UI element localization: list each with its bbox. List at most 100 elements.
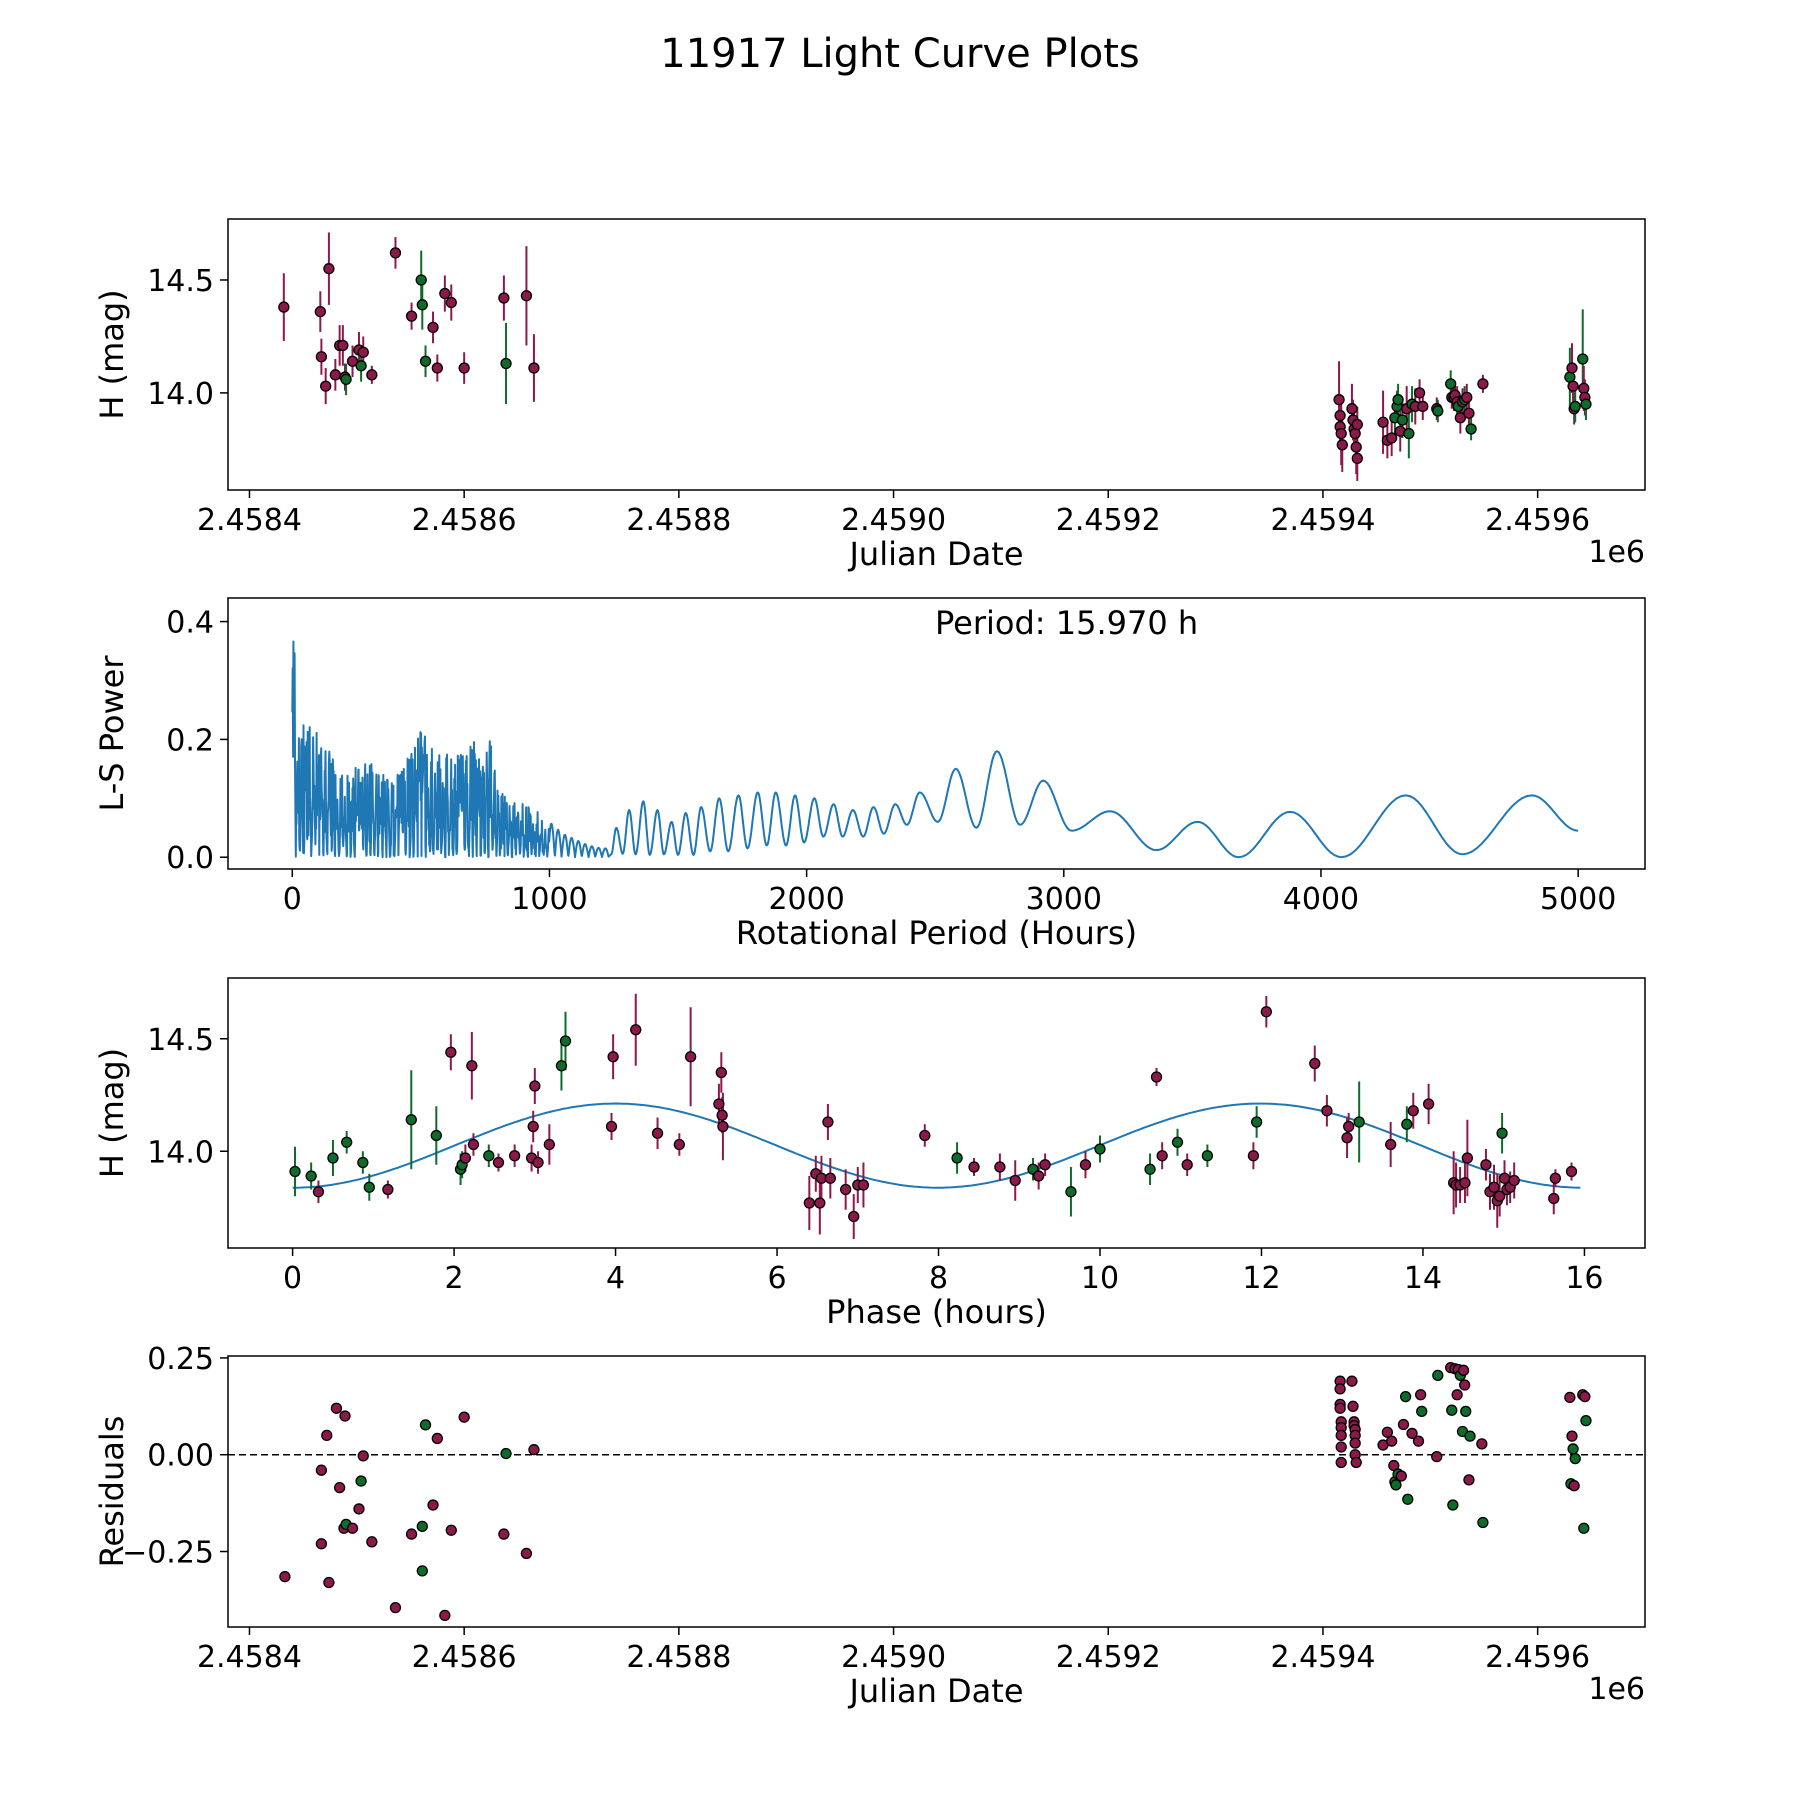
residuals-point bbox=[279, 1571, 291, 1583]
phased-ylabel: H (mag) bbox=[93, 1048, 131, 1178]
lightcurve-point bbox=[1351, 452, 1363, 465]
phased-point bbox=[430, 1129, 442, 1142]
lightcurve-point bbox=[1465, 423, 1477, 435]
periodogram-xtick-label: 0 bbox=[283, 882, 302, 917]
residuals-point bbox=[1412, 1435, 1425, 1447]
residuals-point bbox=[416, 1520, 428, 1532]
residuals-point bbox=[1464, 1430, 1476, 1442]
phased-point bbox=[1247, 1150, 1260, 1162]
periodogram-xlabel: Rotational Period (Hours) bbox=[736, 914, 1137, 952]
lightcurve-point bbox=[1351, 418, 1363, 431]
residuals-point bbox=[1451, 1389, 1463, 1401]
lightcurve-point bbox=[340, 373, 352, 385]
periodogram-xtick-label: 4000 bbox=[1283, 882, 1359, 917]
residuals-point bbox=[1350, 1456, 1362, 1469]
residuals-panel: Julian Date Residuals 1e6 2.4584 2.4586 2.… bbox=[93, 1342, 1646, 1710]
lightcurve-point bbox=[528, 362, 540, 374]
phased-point bbox=[492, 1156, 505, 1169]
phased-point bbox=[951, 1152, 963, 1164]
phased-point bbox=[382, 1183, 394, 1196]
residuals-point bbox=[389, 1601, 402, 1614]
lightcurve-frame bbox=[227, 218, 1646, 491]
residuals-ylabel: Residuals bbox=[93, 1416, 131, 1568]
residuals-xtick-label: 2.4586 bbox=[412, 1640, 517, 1675]
phased-point bbox=[1494, 1190, 1506, 1202]
residuals-xtick-label: 2.4590 bbox=[841, 1640, 946, 1675]
lightcurve-point bbox=[439, 287, 451, 300]
phased-point bbox=[968, 1161, 980, 1173]
periodogram-ylabel: L-S Power bbox=[93, 655, 131, 812]
periodogram-ytick-label: 0.4 bbox=[166, 606, 214, 641]
residuals-point bbox=[1416, 1405, 1428, 1418]
phased-point bbox=[1309, 1057, 1321, 1070]
lightcurve-point bbox=[1403, 427, 1415, 440]
periodogram-xtick-label: 2000 bbox=[768, 882, 844, 917]
phased-point bbox=[363, 1181, 375, 1193]
phased-xtick-label: 8 bbox=[929, 1261, 948, 1296]
phased-point bbox=[1407, 1105, 1419, 1117]
lightcurve-point bbox=[314, 305, 326, 318]
residuals-point bbox=[1431, 1451, 1443, 1463]
phased-point bbox=[459, 1152, 472, 1164]
phased-point bbox=[1461, 1152, 1474, 1164]
phased-xtick-label: 12 bbox=[1242, 1261, 1280, 1296]
phased-point bbox=[1496, 1127, 1508, 1139]
phased-point bbox=[1094, 1143, 1106, 1155]
phased-point bbox=[1565, 1165, 1578, 1178]
residuals-point bbox=[1567, 1443, 1579, 1455]
periodogram-ytick-label: 0.0 bbox=[166, 841, 214, 876]
residuals-point bbox=[1397, 1418, 1410, 1431]
phased-xtick-label: 14 bbox=[1404, 1261, 1442, 1296]
lightcurve-point bbox=[520, 290, 533, 302]
lightcurve-point bbox=[1413, 387, 1426, 399]
phased-point bbox=[1480, 1159, 1492, 1171]
residuals-point bbox=[1335, 1456, 1347, 1469]
residuals-xtick-label: 2.4594 bbox=[1270, 1640, 1375, 1675]
phased-xtick-label: 16 bbox=[1565, 1261, 1603, 1296]
lightcurve-point bbox=[1334, 409, 1346, 422]
lightcurve-point bbox=[366, 369, 378, 381]
lightcurve-point bbox=[1463, 407, 1475, 419]
phased-point bbox=[289, 1165, 301, 1178]
phased-point bbox=[1039, 1159, 1051, 1171]
lightcurve-xtick-label: 2.4594 bbox=[1270, 503, 1375, 538]
lightcurve-point bbox=[329, 369, 341, 381]
phased-xtick-label: 10 bbox=[1081, 1261, 1119, 1296]
phased-frame bbox=[227, 977, 1646, 1249]
lightcurve-point bbox=[445, 296, 457, 309]
periodogram-ytick-label: 0.2 bbox=[166, 723, 214, 758]
residuals-xtick-label: 2.4596 bbox=[1485, 1640, 1590, 1675]
phased-point bbox=[445, 1046, 457, 1058]
phased-point bbox=[527, 1120, 539, 1133]
phased-point bbox=[357, 1156, 369, 1169]
lightcurve-offset-label: 1e6 bbox=[1588, 535, 1645, 570]
residuals-point bbox=[1459, 1379, 1471, 1391]
phased-point bbox=[341, 1136, 353, 1148]
periodogram-panel: Rotational Period (Hours) L-S Power Peri… bbox=[93, 597, 1646, 952]
residuals-point bbox=[1381, 1426, 1394, 1438]
residuals-point bbox=[323, 1576, 335, 1589]
lightcurve-point bbox=[500, 357, 512, 370]
residuals-point bbox=[445, 1524, 457, 1536]
phased-point bbox=[555, 1060, 568, 1072]
phased-point bbox=[717, 1120, 729, 1133]
lightcurve-point bbox=[1335, 427, 1347, 440]
residuals-offset-label: 1e6 bbox=[1588, 1672, 1645, 1707]
lightcurve-xtick-label: 2.4586 bbox=[412, 503, 517, 538]
residuals-point bbox=[1460, 1405, 1472, 1418]
residuals-ytick-label: −0.25 bbox=[122, 1536, 214, 1571]
lightcurve-point bbox=[357, 346, 369, 358]
phased-point bbox=[1171, 1136, 1184, 1148]
residuals-point bbox=[1334, 1402, 1346, 1414]
residuals-point bbox=[1386, 1435, 1398, 1447]
lightcurve-point bbox=[1336, 439, 1348, 451]
residuals-xtick-label: 2.4584 bbox=[197, 1640, 302, 1675]
phased-point bbox=[312, 1186, 325, 1198]
lightcurve-xtick-label: 2.4596 bbox=[1485, 503, 1590, 538]
phased-point bbox=[822, 1116, 834, 1128]
periodogram-xtick-label: 1000 bbox=[511, 882, 587, 917]
residuals-point bbox=[1346, 1375, 1358, 1387]
residuals-xtick-label: 2.4588 bbox=[626, 1640, 731, 1675]
lightcurve-ylabel: H (mag) bbox=[93, 289, 131, 419]
phased-ytick-label: 14.0 bbox=[147, 1135, 214, 1170]
